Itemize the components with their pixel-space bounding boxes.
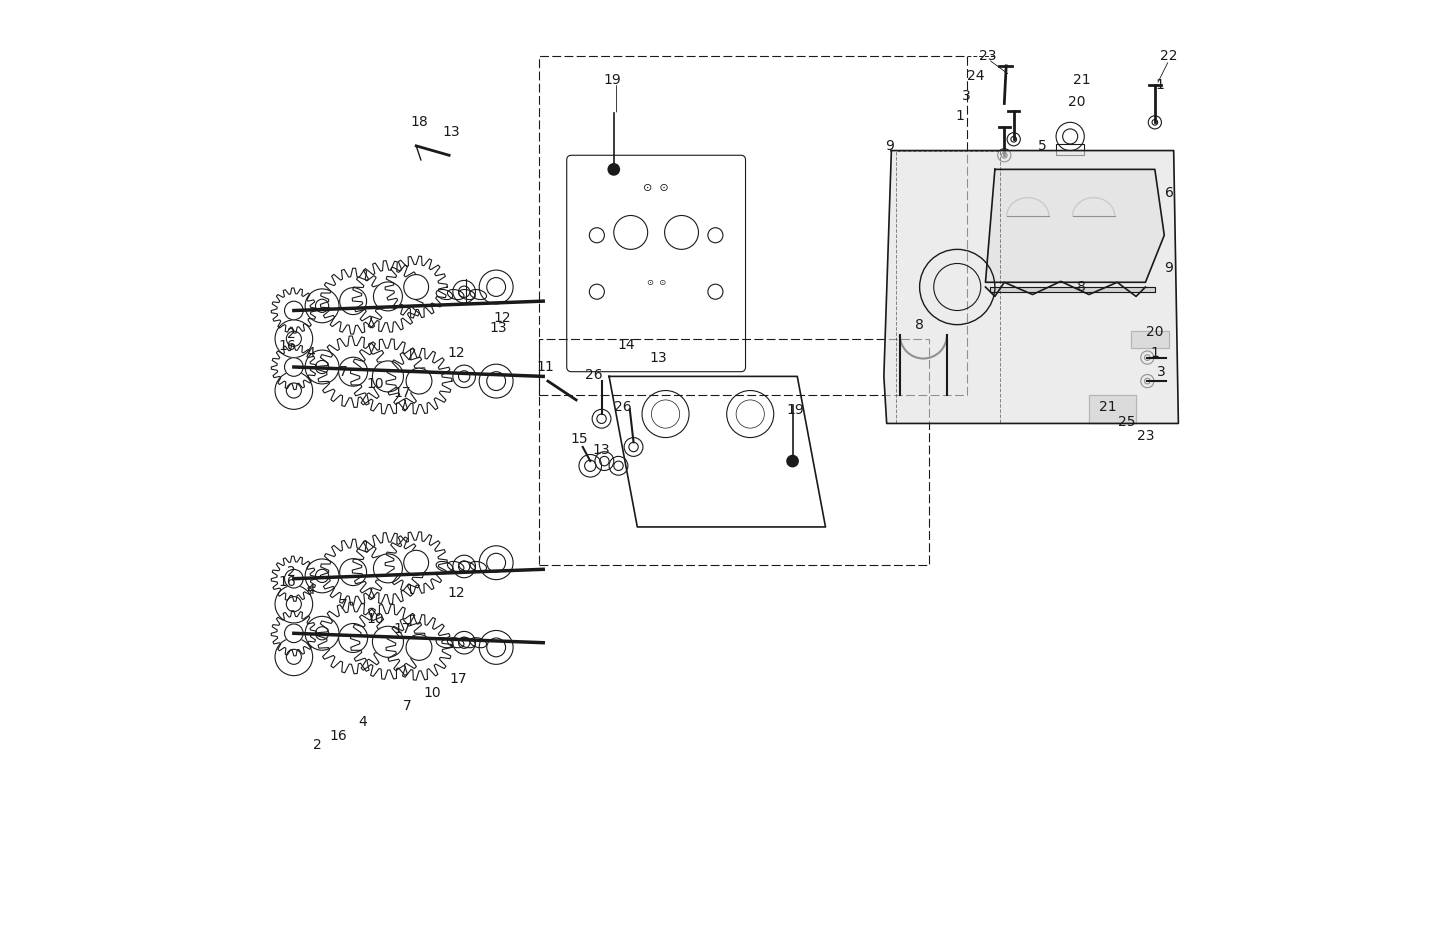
Text: 23: 23 bbox=[1136, 429, 1154, 442]
Text: 19: 19 bbox=[787, 404, 804, 417]
Text: 15: 15 bbox=[570, 433, 588, 446]
Circle shape bbox=[404, 550, 429, 575]
Text: 20: 20 bbox=[1147, 326, 1164, 339]
Circle shape bbox=[374, 554, 403, 582]
Text: 12: 12 bbox=[492, 311, 511, 325]
Text: 12: 12 bbox=[448, 346, 465, 359]
Polygon shape bbox=[991, 287, 1155, 292]
Text: 25: 25 bbox=[1118, 415, 1135, 428]
Bar bbox=[1056, 144, 1084, 155]
Text: 13: 13 bbox=[442, 125, 459, 138]
Text: 4: 4 bbox=[358, 715, 367, 728]
Text: 7: 7 bbox=[403, 699, 412, 712]
Circle shape bbox=[284, 358, 303, 376]
Text: 20: 20 bbox=[1069, 95, 1086, 108]
Text: 13: 13 bbox=[490, 322, 507, 335]
Circle shape bbox=[373, 360, 403, 392]
Circle shape bbox=[608, 164, 619, 175]
Bar bbox=[1131, 331, 1170, 348]
Text: 12: 12 bbox=[448, 586, 465, 599]
Text: 9: 9 bbox=[1164, 262, 1174, 275]
Circle shape bbox=[339, 358, 368, 386]
Text: 1: 1 bbox=[1151, 346, 1160, 359]
Text: 3: 3 bbox=[1157, 365, 1165, 378]
Text: 10: 10 bbox=[367, 377, 384, 391]
Circle shape bbox=[374, 282, 403, 311]
Text: 13: 13 bbox=[592, 443, 611, 456]
Circle shape bbox=[284, 569, 303, 588]
Text: 22: 22 bbox=[1160, 50, 1178, 63]
Text: 7: 7 bbox=[339, 365, 348, 378]
Text: 6: 6 bbox=[1164, 186, 1174, 199]
Text: 26: 26 bbox=[614, 400, 632, 413]
Text: 24: 24 bbox=[967, 70, 985, 83]
Text: 19: 19 bbox=[604, 73, 621, 87]
Text: ⊙  ⊙: ⊙ ⊙ bbox=[643, 183, 669, 193]
Circle shape bbox=[406, 634, 432, 661]
Circle shape bbox=[339, 288, 367, 314]
Bar bbox=[1089, 395, 1136, 423]
Text: 21: 21 bbox=[1073, 73, 1090, 87]
Bar bbox=[1131, 331, 1170, 348]
Text: 17: 17 bbox=[393, 622, 412, 635]
Text: 3: 3 bbox=[962, 89, 970, 103]
Text: 21: 21 bbox=[1099, 401, 1116, 414]
Text: 4: 4 bbox=[306, 583, 315, 597]
Text: 10: 10 bbox=[423, 686, 440, 699]
Text: 7: 7 bbox=[339, 598, 348, 612]
Text: 5: 5 bbox=[1038, 139, 1047, 152]
Circle shape bbox=[339, 624, 368, 652]
Text: 13: 13 bbox=[650, 351, 667, 364]
Circle shape bbox=[284, 624, 303, 643]
Text: 17: 17 bbox=[393, 387, 412, 400]
Polygon shape bbox=[985, 169, 1164, 282]
Bar bbox=[539, 339, 928, 565]
Text: 18: 18 bbox=[410, 116, 427, 129]
Text: 10: 10 bbox=[367, 613, 384, 626]
Text: 1: 1 bbox=[956, 109, 965, 122]
Text: 16: 16 bbox=[279, 575, 296, 588]
Circle shape bbox=[373, 627, 403, 657]
Text: 14: 14 bbox=[617, 339, 635, 352]
Text: 16: 16 bbox=[279, 340, 296, 353]
Polygon shape bbox=[884, 151, 1178, 423]
Bar bbox=[539, 56, 966, 395]
Text: 17: 17 bbox=[449, 673, 468, 686]
Text: 2: 2 bbox=[313, 739, 322, 752]
Circle shape bbox=[406, 368, 432, 394]
Text: 2: 2 bbox=[287, 566, 296, 579]
Text: 23: 23 bbox=[979, 50, 996, 63]
Circle shape bbox=[404, 275, 429, 299]
Text: 8: 8 bbox=[1077, 280, 1086, 294]
Text: 2: 2 bbox=[287, 327, 296, 341]
Circle shape bbox=[284, 301, 303, 320]
Text: 4: 4 bbox=[306, 346, 315, 359]
Bar bbox=[1089, 395, 1136, 423]
Circle shape bbox=[339, 559, 367, 585]
Text: 1: 1 bbox=[1155, 78, 1164, 91]
Text: 26: 26 bbox=[585, 369, 602, 382]
Text: 16: 16 bbox=[329, 729, 347, 742]
Text: 9: 9 bbox=[885, 139, 894, 152]
Circle shape bbox=[787, 455, 799, 467]
Text: 8: 8 bbox=[915, 318, 924, 331]
Text: 11: 11 bbox=[536, 360, 554, 374]
Text: ⊙  ⊙: ⊙ ⊙ bbox=[647, 278, 666, 287]
